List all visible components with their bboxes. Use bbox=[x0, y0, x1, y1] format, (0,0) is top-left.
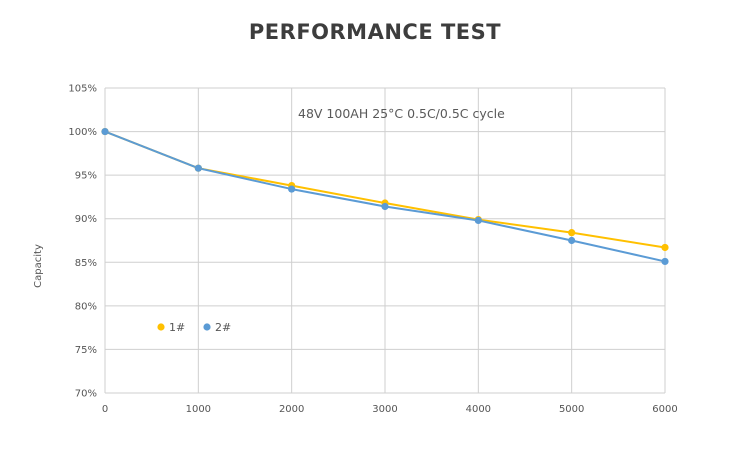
x-tick-label: 1000 bbox=[186, 404, 211, 415]
x-tick-label: 4000 bbox=[466, 404, 491, 415]
x-tick-label: 6000 bbox=[652, 404, 677, 415]
chart-annotation: 48V 100AH 25°C 0.5C/0.5C cycle bbox=[298, 106, 505, 121]
x-tick-label: 0 bbox=[102, 404, 108, 415]
y-tick-label: 80% bbox=[75, 301, 97, 312]
y-tick-label: 85% bbox=[75, 258, 97, 269]
series-2-point bbox=[474, 216, 482, 225]
chart-grid bbox=[104, 87, 666, 394]
chart-legend: 1# 2# bbox=[157, 321, 231, 334]
series-2-point bbox=[194, 164, 202, 172]
x-tick-label: 2000 bbox=[279, 404, 304, 415]
series-1-point bbox=[661, 243, 669, 252]
legend-label-2: 2# bbox=[215, 321, 231, 334]
legend-marker-2 bbox=[203, 323, 211, 331]
x-tick-label: 3000 bbox=[372, 404, 397, 415]
y-tick-label: 100% bbox=[68, 127, 97, 138]
x-tick-label: 5000 bbox=[559, 404, 584, 415]
y-axis-tick-labels: 70% 75% 80% 85% 90% 95% 100% 105% bbox=[68, 84, 97, 400]
y-tick-label: 90% bbox=[75, 214, 97, 225]
series-2-point bbox=[288, 185, 296, 193]
page-title: PERFORMANCE TEST bbox=[248, 20, 502, 44]
series-1-point bbox=[568, 229, 576, 237]
legend-label-1: 1# bbox=[169, 321, 185, 334]
legend-marker-1 bbox=[157, 323, 165, 331]
series-2-point bbox=[568, 236, 576, 245]
y-tick-label: 70% bbox=[75, 389, 97, 400]
y-tick-label: 75% bbox=[75, 345, 97, 356]
y-axis-title: Capacity bbox=[33, 244, 44, 288]
series-2-point bbox=[661, 257, 669, 266]
series-2-point bbox=[381, 202, 389, 211]
chart-series bbox=[101, 127, 669, 266]
x-axis-tick-labels: 0 1000 2000 3000 4000 5000 6000 bbox=[102, 404, 678, 415]
series-2-point bbox=[101, 127, 109, 136]
y-tick-label: 95% bbox=[75, 171, 97, 182]
y-tick-label: 105% bbox=[68, 84, 97, 95]
